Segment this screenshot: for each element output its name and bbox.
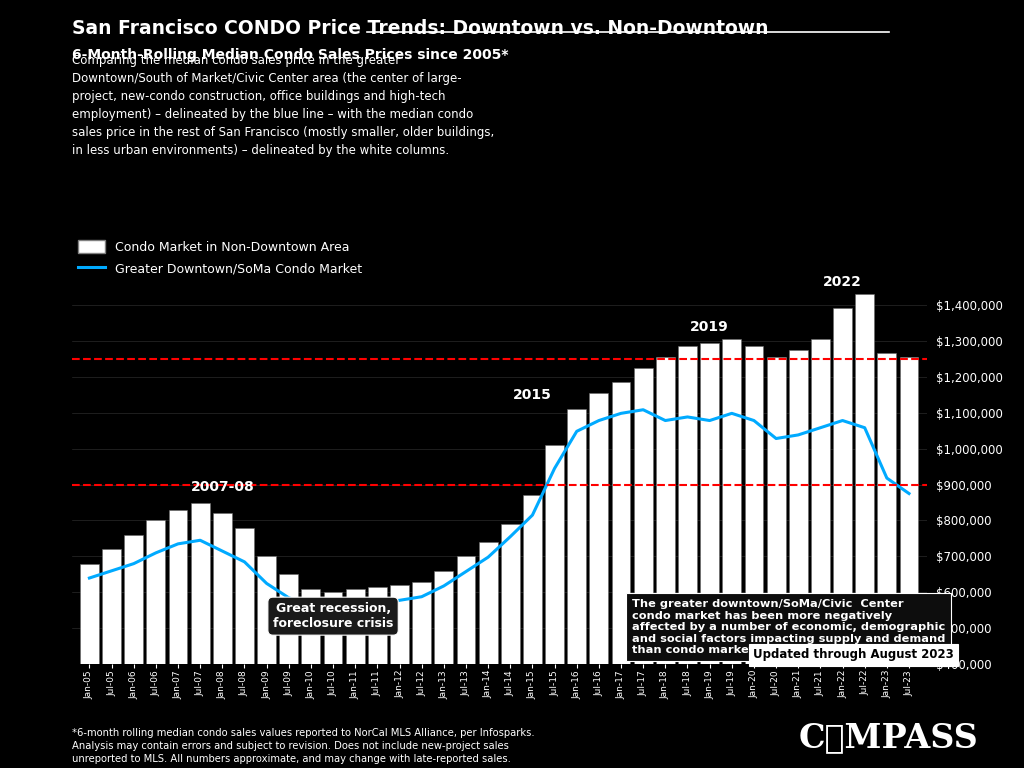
Bar [257,557,276,768]
Bar [722,339,741,768]
Bar [146,521,165,768]
Text: CⓄMPASS: CⓄMPASS [799,721,979,754]
Text: Updated through August 2023: Updated through August 2023 [754,648,954,661]
Text: 2022: 2022 [823,275,862,289]
Bar [767,357,785,768]
Bar [102,549,121,768]
Text: 2019: 2019 [690,319,729,333]
Bar [788,349,808,768]
Legend: Condo Market in Non-Downtown Area, Greater Downtown/SoMa Condo Market: Condo Market in Non-Downtown Area, Great… [78,240,362,275]
Text: 2015: 2015 [513,388,552,402]
Bar [413,581,431,768]
Bar [501,524,520,768]
Bar [169,510,187,768]
Text: San Francisco CONDO Price Trends: Downtown vs. Non-Downtown: San Francisco CONDO Price Trends: Downto… [72,19,768,38]
Bar [834,308,852,768]
Bar [811,339,829,768]
Bar [280,574,298,768]
Bar [434,571,454,768]
Bar [324,592,342,768]
Bar [457,557,475,768]
Bar [213,513,231,768]
Bar [611,382,631,768]
Bar [478,542,498,768]
Bar [523,495,542,768]
Bar [368,587,387,768]
Bar [900,357,919,768]
Text: Comparing the median condo sales price in the greater
Downtown/South of Market/C: Comparing the median condo sales price i… [72,54,494,157]
Bar [346,589,365,768]
Bar [855,294,874,768]
Bar [190,502,210,768]
Text: *6-month rolling median condo sales values reported to NorCal MLS Alliance, per : *6-month rolling median condo sales valu… [72,728,535,764]
Text: The greater downtown/SoMa/Civic  Center
condo market has been more negatively
af: The greater downtown/SoMa/Civic Center c… [632,599,945,655]
Bar [545,445,564,768]
Bar [590,393,608,768]
Bar [390,585,409,768]
Bar [634,368,652,768]
Bar [567,409,586,768]
Bar [656,357,675,768]
Bar [301,589,321,768]
Bar [80,564,98,768]
Text: 2007-08: 2007-08 [190,479,254,494]
Bar [236,528,254,768]
Bar [744,346,763,768]
Bar [700,343,719,768]
Text: Great recession,
foreclosure crisis: Great recession, foreclosure crisis [272,602,393,631]
Bar [678,346,697,768]
Text: 6-Month-Rolling Median Condo Sales Prices since 2005*: 6-Month-Rolling Median Condo Sales Price… [72,48,508,61]
Bar [878,353,896,768]
Bar [124,535,143,768]
